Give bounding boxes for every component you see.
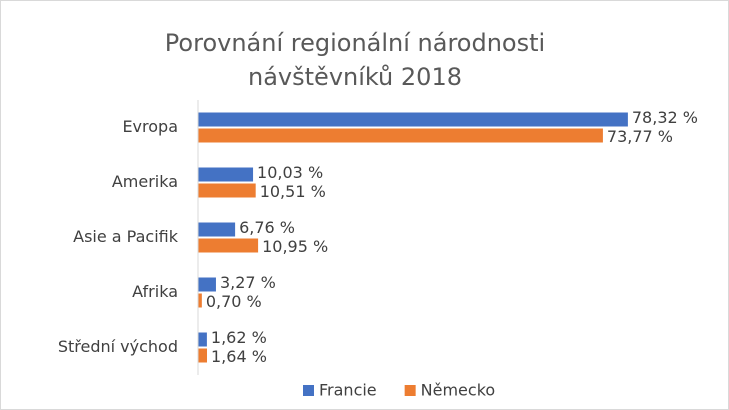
bar xyxy=(198,293,202,308)
y-tick-label: Asie a Pacifik xyxy=(73,227,179,246)
chart-title: Porovnání regionální národnosti návštěvn… xyxy=(164,29,546,91)
legend-swatch xyxy=(303,385,314,396)
data-label: 73,77 % xyxy=(607,127,673,146)
bar xyxy=(198,332,207,347)
data-label: 3,27 % xyxy=(220,273,276,292)
data-label: 0,70 % xyxy=(206,292,262,311)
data-label: 6,76 % xyxy=(239,218,295,237)
legend-swatch xyxy=(404,385,416,396)
legend-label: Francie xyxy=(319,381,377,400)
data-label: 78,32 % xyxy=(632,108,698,127)
bar xyxy=(198,348,208,363)
bar xyxy=(198,183,256,198)
y-tick-label: Evropa xyxy=(122,117,178,136)
bar xyxy=(198,222,236,237)
y-tick-label: Amerika xyxy=(112,172,178,191)
bar xyxy=(198,128,603,143)
bar xyxy=(198,277,216,292)
y-tick-label: Střední východ xyxy=(58,337,178,356)
data-label: 10,95 % xyxy=(262,237,328,256)
data-label: 1,64 % xyxy=(211,347,267,366)
data-label: 10,03 % xyxy=(257,163,323,182)
bar xyxy=(198,112,628,127)
data-label: 10,51 % xyxy=(260,182,326,201)
bar xyxy=(198,238,259,253)
legend-label: Německo xyxy=(421,381,496,400)
data-label: 1,62 % xyxy=(211,328,267,347)
bar xyxy=(198,167,254,182)
y-tick-label: Afrika xyxy=(132,282,178,301)
